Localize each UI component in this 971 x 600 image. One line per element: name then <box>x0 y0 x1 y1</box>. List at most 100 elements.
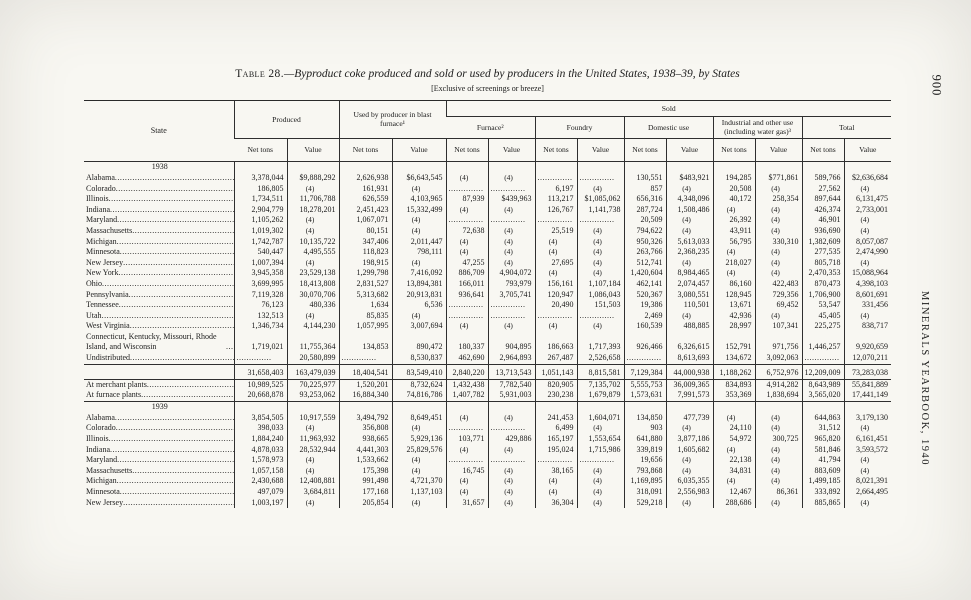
value-cell <box>487 300 535 311</box>
value-cell: 225,275 <box>801 321 844 332</box>
value-cell: 7,416,092 <box>391 268 446 279</box>
leader-dots <box>141 390 233 400</box>
value-cell: 1,605,682 <box>665 444 713 456</box>
value-cell: (4) <box>665 225 713 237</box>
value-cell: (4) <box>665 215 713 226</box>
value-cell: 870,473 <box>801 278 844 290</box>
value-cell: 24,110 <box>712 423 755 435</box>
value-cell: (4) <box>391 465 446 477</box>
value-cell: 83,549,410 <box>391 363 446 380</box>
header-state: State <box>84 100 234 162</box>
value-cell: 186,663 <box>534 331 577 354</box>
value-cell: (4) <box>712 204 755 216</box>
value-cell: 2,451,423 <box>338 204 392 216</box>
value-cell: (4) <box>843 455 892 466</box>
value-cell: (4) <box>286 310 339 322</box>
value-cell: (4) <box>391 183 446 195</box>
value-cell: 36,009,365 <box>665 379 713 391</box>
header-sold-foundry: Foundry <box>534 116 624 139</box>
value-cell: 3,007,694 <box>391 321 446 332</box>
table-number-label: Table 28. <box>235 68 284 80</box>
value-cell: 15,332,499 <box>391 204 446 216</box>
value-cell: 1,407,782 <box>445 390 488 402</box>
leader-dots <box>116 184 234 195</box>
value-cell: (4) <box>391 257 446 269</box>
value-cell: (4) <box>754 497 802 509</box>
value-cell: 288,686 <box>712 497 755 509</box>
value-cell: 1,717,393 <box>576 331 624 354</box>
value-cell: (4) <box>445 476 488 487</box>
value-cell <box>623 401 666 413</box>
value-cell: 1,578,973 <box>233 455 287 466</box>
leader-dots <box>102 279 234 290</box>
value-cell: 7,135,702 <box>576 379 624 391</box>
value-cell: 300,725 <box>754 434 802 445</box>
value-cell: (4) <box>712 247 755 258</box>
value-cell: 641,880 <box>623 434 666 445</box>
table-row: Michigan1,742,78710,135,722347,4062,011,… <box>84 236 892 248</box>
leader-dots <box>117 455 233 466</box>
value-cell: 1,105,262 <box>233 215 287 226</box>
unit-net-tons: Net tons <box>338 138 392 162</box>
value-cell: 165,197 <box>534 434 577 445</box>
value-cell <box>801 401 844 413</box>
value-cell: (4) <box>487 487 535 498</box>
value-cell: 4,878,033 <box>233 444 287 456</box>
side-running-title: MINERALS YEARBOOK, 1940 <box>919 291 930 466</box>
unit-net-tons: Net tons <box>801 138 844 162</box>
leader-dots <box>130 353 234 364</box>
value-cell: 6,197 <box>534 183 577 195</box>
state-name: Massachusetts <box>84 226 234 237</box>
value-cell <box>712 401 755 413</box>
value-cell: 1,499,185 <box>801 476 844 487</box>
value-cell: (4) <box>843 423 892 435</box>
byproduct-coke-table: State Produced Used by producer in blast… <box>84 100 892 509</box>
value-cell: (4) <box>534 247 577 258</box>
value-cell: 72,638 <box>445 225 488 237</box>
value-cell: 41,794 <box>801 455 844 466</box>
value-cell: 462,690 <box>445 353 488 365</box>
unit-value: Value <box>286 138 339 162</box>
value-cell: 331,456 <box>843 300 892 311</box>
value-cell <box>445 300 488 311</box>
table-header: State Produced Used by producer in blast… <box>84 100 892 162</box>
value-cell: (4) <box>576 183 624 195</box>
value-cell: 198,915 <box>338 257 392 269</box>
value-cell <box>338 161 392 173</box>
value-cell: 497,079 <box>233 487 287 498</box>
leader-dots <box>110 205 234 216</box>
value-cell: 6,752,976 <box>754 363 802 380</box>
value-cell: (4) <box>665 310 713 322</box>
value-cell: (4) <box>665 257 713 269</box>
value-cell: 857 <box>623 183 666 195</box>
value-cell: $1,085,062 <box>576 194 624 205</box>
value-cell: (4) <box>712 444 755 456</box>
value-cell: 25,829,576 <box>391 444 446 456</box>
value-cell <box>445 401 488 413</box>
leader-dots <box>130 321 234 332</box>
value-cell <box>487 455 535 466</box>
value-cell: 86,160 <box>712 278 755 290</box>
table-row: At furnace plants20,668,87893,253,06216,… <box>84 390 892 402</box>
leader-dots <box>132 466 233 477</box>
value-cell: 186,805 <box>233 183 287 195</box>
value-cell: 1,346,734 <box>233 321 287 332</box>
value-cell <box>338 353 392 365</box>
value-cell: 10,135,722 <box>286 236 339 248</box>
value-cell: 8,649,451 <box>391 412 446 424</box>
value-cell: 1,742,787 <box>233 236 287 248</box>
leader-dots <box>115 413 234 424</box>
value-cell: 13,671 <box>712 300 755 311</box>
value-cell: 1,446,257 <box>801 331 844 354</box>
value-cell: 160,539 <box>623 321 666 332</box>
value-cell <box>338 401 392 413</box>
value-cell: 31,657 <box>445 497 488 509</box>
value-cell: 529,218 <box>623 497 666 509</box>
value-cell: 7,129,384 <box>623 363 666 380</box>
value-cell: 4,441,303 <box>338 444 392 456</box>
table-row: Indiana4,878,03328,532,9444,441,30325,82… <box>84 444 892 456</box>
header-sold-industrial: Industrial and other use (including wate… <box>712 116 802 139</box>
leader-dots <box>110 445 234 456</box>
value-cell: 2,474,990 <box>843 247 892 258</box>
